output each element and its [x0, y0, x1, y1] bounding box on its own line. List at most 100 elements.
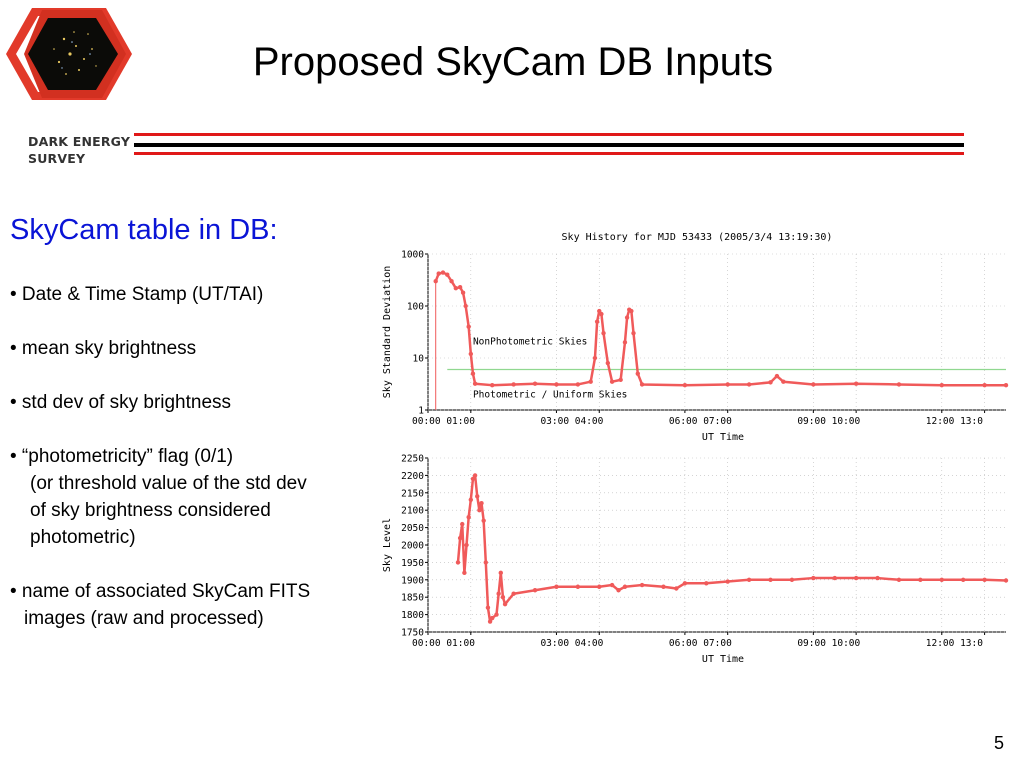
- x-tick-label: 06:00 07:00: [669, 638, 732, 649]
- data-point: [481, 518, 486, 523]
- data-point: [704, 581, 709, 586]
- y-tick-label: 1850: [401, 593, 424, 604]
- data-point: [433, 278, 438, 284]
- bullet-continuation: images (raw and processed): [24, 608, 264, 629]
- logo-line-2: SURVEY: [28, 151, 86, 166]
- data-point: [453, 285, 459, 291]
- data-point: [498, 570, 503, 576]
- data-point: [629, 308, 634, 314]
- y-tick-label: 10: [413, 354, 425, 365]
- y-tick-label: 2250: [401, 454, 424, 465]
- data-point: [500, 595, 506, 600]
- y-tick-label: 2100: [401, 506, 424, 517]
- data-point: [468, 497, 474, 502]
- annotation-photometric: Photometric / Uniform Skies: [473, 389, 627, 400]
- y-tick-label: 2150: [401, 488, 424, 499]
- bullet-text: • mean sky brightness: [10, 338, 197, 359]
- bullet-text: • std dev of sky brightness: [10, 392, 232, 413]
- data-point: [639, 382, 645, 387]
- bullet-continuation: photometric): [30, 527, 136, 548]
- x-tick-label: 03:00 04:00: [540, 638, 603, 649]
- y-tick-label: 100: [407, 302, 424, 313]
- y-axis-label: Sky Level: [382, 518, 393, 572]
- data-point: [639, 582, 645, 588]
- data-point: [455, 560, 461, 565]
- data-point: [436, 271, 441, 276]
- annotation-nonphotometric: NonPhotometric Skies: [473, 337, 587, 348]
- data-point: [490, 382, 495, 388]
- data-point: [457, 535, 463, 541]
- page-number: 5: [993, 733, 1004, 753]
- data-point: [605, 360, 611, 366]
- data-point: [768, 380, 773, 385]
- data-point: [896, 382, 902, 387]
- data-point: [774, 373, 780, 379]
- bullet-item: • Date & Time Stamp (UT/TAI): [10, 281, 380, 308]
- data-point: [487, 619, 493, 624]
- data-point: [918, 577, 923, 582]
- data-point: [588, 379, 593, 384]
- data-point: [483, 560, 488, 565]
- data-point: [462, 570, 467, 576]
- chart-title: Sky History for MJD 53433 (2005/3/4 13:1…: [562, 232, 833, 243]
- data-point: [511, 382, 516, 387]
- data-point: [475, 494, 480, 499]
- data-point: [746, 577, 752, 582]
- data-point: [532, 381, 538, 386]
- data-series-line: [434, 271, 1006, 387]
- data-point: [460, 290, 466, 295]
- y-tick-label: 1750: [401, 628, 424, 639]
- slide-title-text: Proposed SkyCam DB Inputs: [252, 40, 774, 84]
- data-point: [594, 319, 600, 324]
- data-point: [939, 577, 944, 582]
- data-point: [463, 303, 468, 309]
- data-point: [811, 382, 816, 387]
- data-point: [982, 382, 987, 388]
- data-point: [592, 355, 598, 361]
- bullet-text: • name of associated SkyCam FITS: [10, 581, 311, 602]
- x-tick-label: 06:00 07:00: [669, 416, 732, 427]
- data-point: [445, 272, 450, 277]
- x-tick-label: 12:00 13:0: [926, 638, 983, 649]
- y-tick-label: 1800: [401, 610, 424, 621]
- x-tick-label: 03:00 04:00: [540, 416, 603, 427]
- data-point: [682, 581, 688, 586]
- data-point: [457, 284, 463, 290]
- logo-line-1: DARK ENERGY: [28, 134, 131, 149]
- data-point: [781, 379, 786, 384]
- x-tick-label: 00:00 01:00: [412, 638, 475, 649]
- data-point: [472, 473, 478, 478]
- y-axis-label: Sky Standard Deviation: [382, 266, 393, 398]
- data-point: [725, 382, 730, 387]
- bullet-continuation: (or threshold value of the std dev: [30, 473, 307, 494]
- x-axis-label: UT Time: [702, 432, 744, 443]
- section-heading: SkyCam table in DB:: [10, 214, 278, 246]
- data-point: [575, 584, 581, 589]
- data-point: [449, 278, 454, 284]
- data-point: [532, 588, 538, 593]
- data-point: [853, 575, 859, 581]
- sky-std-dev-chart: Sky History for MJD 53433 (2005/3/4 13:1…: [382, 232, 1009, 443]
- data-point: [811, 575, 816, 581]
- data-point: [490, 615, 495, 621]
- bullet-item: • mean sky brightness: [10, 335, 380, 362]
- bullet-text: • “photometricity” flag (0/1): [10, 446, 234, 467]
- y-tick-label: 1950: [401, 558, 424, 569]
- data-point: [789, 577, 795, 582]
- data-point: [511, 591, 516, 596]
- data-point: [597, 584, 602, 589]
- data-point: [896, 577, 902, 582]
- data-point: [832, 575, 837, 581]
- data-point: [477, 508, 482, 513]
- bullet-text: • Date & Time Stamp (UT/TAI): [10, 284, 264, 305]
- data-point: [939, 382, 944, 388]
- y-tick-label: 2000: [401, 541, 424, 552]
- data-point: [472, 381, 478, 386]
- data-point: [1003, 382, 1009, 388]
- data-point: [466, 514, 471, 520]
- data-point: [599, 311, 604, 317]
- data-point: [631, 330, 636, 336]
- sky-level-chart: 00:00 01:00 03:00 04:00 06:00 07:00 09:00 1…: [382, 454, 1009, 665]
- data-point: [609, 379, 615, 384]
- data-point: [554, 584, 559, 589]
